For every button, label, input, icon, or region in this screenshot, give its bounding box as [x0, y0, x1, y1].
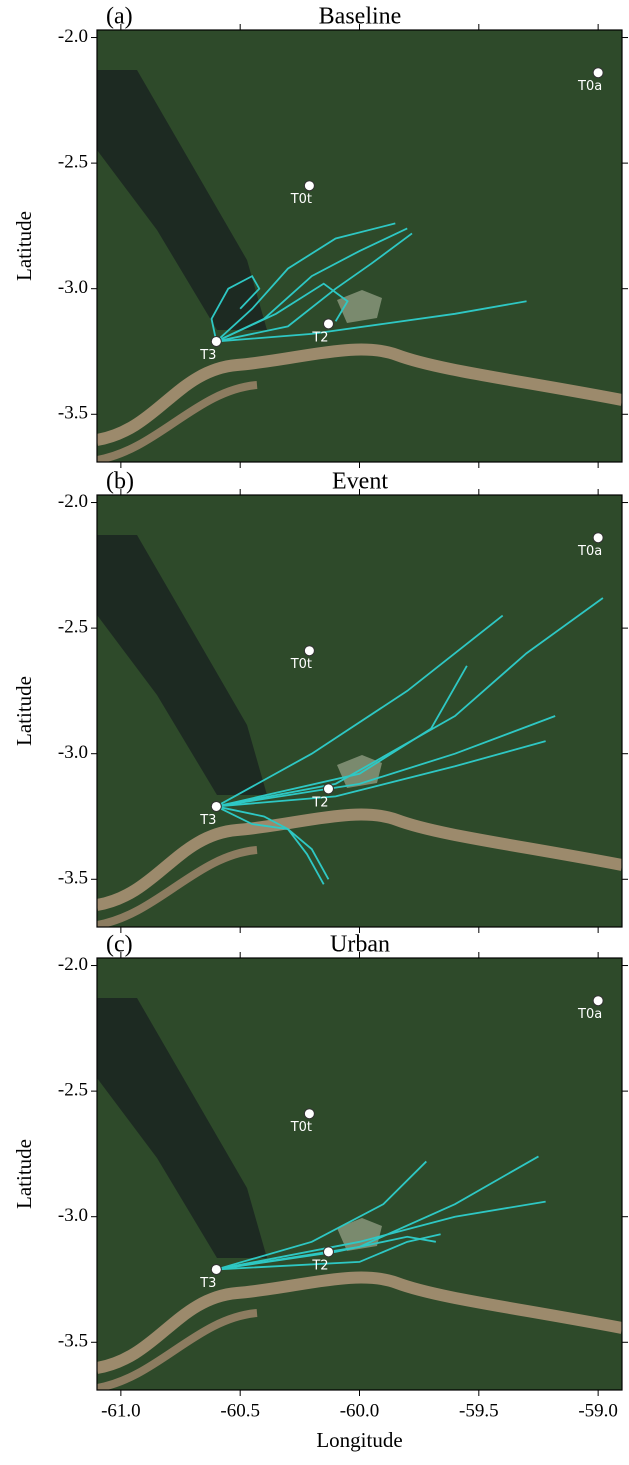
site-label: T2 — [311, 795, 328, 810]
map-layer: T0a T0t T3 T2 — [97, 30, 622, 462]
x-tick-label: -59.5 — [459, 1400, 499, 1421]
panel-title: Urban — [330, 932, 390, 958]
y-tick-label: -2.0 — [58, 954, 88, 975]
site-label: T3 — [199, 1276, 216, 1291]
trajectory — [216, 597, 604, 808]
map-layer: T0a T0t T3 T2 — [97, 495, 622, 927]
rio-negro — [97, 70, 267, 330]
site-marker — [210, 1263, 222, 1275]
site-marker — [322, 1246, 334, 1258]
y-tick-label: -3.5 — [58, 1331, 88, 1352]
site-marker — [592, 532, 604, 544]
trajectory — [216, 740, 546, 808]
panel-label: (a) — [106, 4, 133, 30]
map-layer: T0a T0t T3 T2 — [97, 958, 622, 1390]
site-label: T3 — [199, 348, 216, 363]
y-axis-label: Latitude — [12, 211, 36, 281]
trajectory — [216, 665, 468, 808]
site-label: T2 — [311, 1258, 328, 1273]
site-label: T3 — [199, 813, 216, 828]
y-tick-label: -3.5 — [58, 403, 88, 424]
x-tick-label: -60.0 — [340, 1400, 380, 1421]
site-marker — [592, 67, 604, 79]
panel-title: Event — [332, 469, 388, 495]
site-marker — [592, 995, 604, 1007]
site-label: T0t — [290, 1120, 312, 1135]
site-label: T0t — [290, 192, 312, 207]
y-tick-label: -3.0 — [58, 1205, 88, 1226]
site-marker — [322, 318, 334, 330]
site-label: T0a — [577, 1007, 602, 1022]
trajectory — [215, 222, 396, 343]
trajectory — [216, 300, 527, 343]
trajectory — [216, 805, 325, 885]
y-tick-label: -2.5 — [58, 1079, 88, 1100]
river-branch — [97, 1309, 258, 1390]
site-label: T0t — [290, 657, 312, 672]
site-marker — [210, 800, 222, 812]
river-branch — [97, 381, 258, 462]
site-label: T0a — [577, 544, 602, 559]
site-marker — [303, 1108, 315, 1120]
y-axis-label: Latitude — [12, 676, 36, 746]
site-marker — [303, 645, 315, 657]
site-marker — [303, 180, 315, 192]
trajectory — [216, 1160, 427, 1271]
x-tick-label: -59.0 — [578, 1400, 618, 1421]
site-marker — [322, 783, 334, 795]
trajectory — [215, 614, 504, 808]
y-tick-label: -3.0 — [58, 277, 88, 298]
y-tick-label: -3.5 — [58, 868, 88, 889]
y-tick-label: -3.0 — [58, 742, 88, 763]
panel-title: Baseline — [319, 4, 402, 30]
site-label: T2 — [311, 330, 328, 345]
trajectory — [216, 232, 413, 343]
y-tick-label: -2.0 — [58, 26, 88, 47]
rio-negro — [97, 998, 267, 1258]
trajectory — [215, 282, 349, 343]
panel-label: (b) — [106, 469, 134, 495]
x-axis-label: Longitude — [316, 1428, 402, 1452]
site-label: T0a — [577, 79, 602, 94]
x-tick-label: -61.0 — [101, 1400, 141, 1421]
y-tick-label: -2.5 — [58, 151, 88, 172]
amazon-river — [97, 808, 622, 911]
panel-label: (c) — [106, 932, 133, 958]
y-tick-label: -2.5 — [58, 616, 88, 637]
city — [337, 290, 382, 323]
y-tick-label: -2.0 — [58, 491, 88, 512]
x-tick-label: -60.5 — [220, 1400, 260, 1421]
trajectory — [216, 1200, 546, 1271]
site-marker — [210, 335, 222, 347]
river-branch — [97, 846, 258, 927]
trajectory — [216, 1233, 441, 1271]
y-axis-label: Latitude — [12, 1139, 36, 1209]
trajectory — [216, 715, 556, 808]
trajectory — [210, 274, 261, 342]
amazon-river — [97, 1271, 622, 1374]
amazon-river — [97, 343, 622, 446]
rio-negro — [97, 535, 267, 795]
